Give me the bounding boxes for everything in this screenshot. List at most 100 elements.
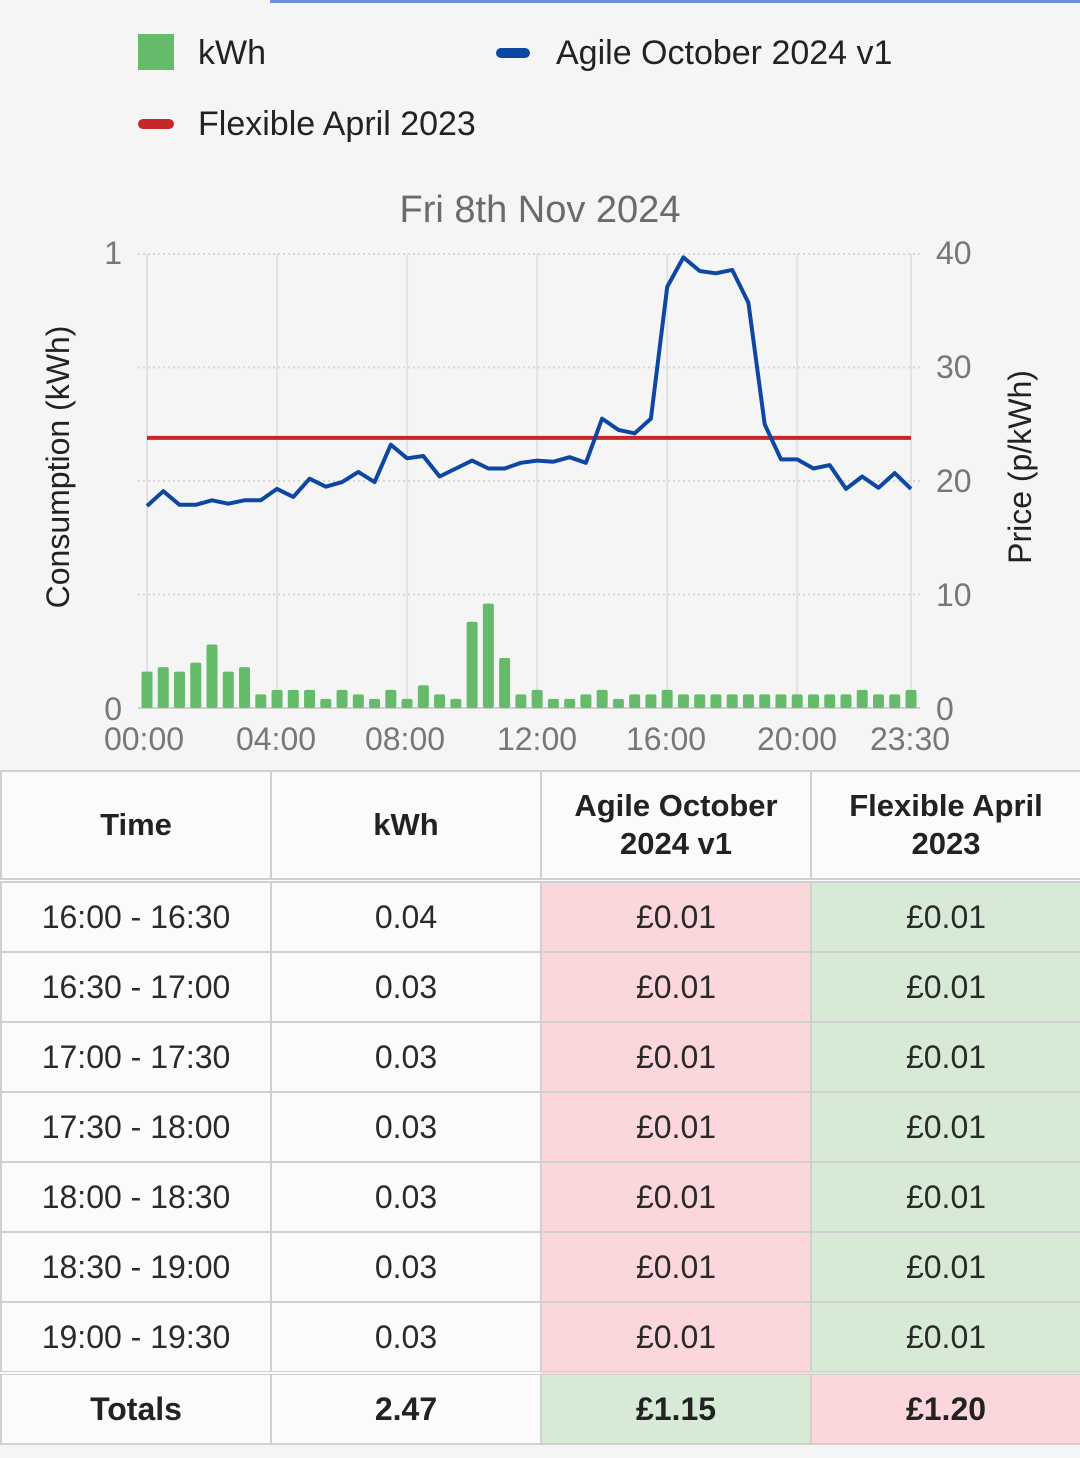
kwh-bar[interactable] — [450, 698, 462, 708]
totals-kwh: 2.47 — [270, 1371, 542, 1445]
totals-agile-cost: £1.15 — [540, 1371, 812, 1445]
header-agile[interactable]: Agile October 2024 v1 — [540, 770, 812, 883]
legend-item-agile[interactable]: Agile October 2024 v1 — [496, 34, 892, 72]
kwh-bar[interactable] — [807, 694, 819, 708]
cell-kwh: 0.03 — [270, 1091, 542, 1163]
kwh-bar[interactable] — [352, 694, 364, 708]
y-axis-left-label: Consumption (kWh) — [40, 326, 76, 609]
y-right-tick-40: 40 — [936, 235, 972, 271]
kwh-bar[interactable] — [141, 671, 153, 708]
kwh-bar[interactable] — [320, 698, 332, 708]
header-flexible-line1: Flexible April — [849, 788, 1043, 823]
kwh-bar[interactable] — [417, 685, 429, 708]
kwh-bar[interactable] — [336, 689, 348, 708]
chart-legend: kWh Agile October 2024 v1 Flexible April… — [138, 34, 892, 143]
kwh-bar[interactable] — [190, 662, 202, 708]
agile-price-line[interactable] — [145, 255, 913, 508]
kwh-bar[interactable] — [304, 689, 316, 708]
kwh-bar[interactable] — [401, 698, 413, 708]
header-kwh[interactable]: kWh — [270, 770, 542, 883]
kwh-bar[interactable] — [791, 694, 803, 708]
cell-time: 17:00 - 17:30 — [0, 1021, 272, 1093]
header-agile-line1: Agile October — [574, 788, 778, 823]
kwh-bar[interactable] — [645, 694, 657, 708]
kwh-bar[interactable] — [726, 694, 738, 708]
totals-label: Totals — [0, 1371, 272, 1445]
legend-item-kwh[interactable]: kWh — [138, 34, 266, 72]
header-flexible[interactable]: Flexible April 2023 — [810, 770, 1080, 883]
kwh-bar[interactable] — [255, 694, 267, 708]
kwh-bar[interactable] — [775, 694, 787, 708]
kwh-bar[interactable] — [385, 689, 397, 708]
table-row: 18:00 - 18:30 0.03 £0.01 £0.01 — [0, 1161, 1080, 1233]
x-tick-2000: 20:00 — [757, 721, 837, 757]
cell-agile-cost: £0.01 — [540, 879, 812, 953]
kwh-bar[interactable] — [547, 698, 559, 708]
table-header-row: Time kWh Agile October 2024 v1 Flexible … — [0, 770, 1080, 883]
y-axis-right-label: Price (p/kWh) — [1002, 370, 1038, 564]
kwh-bar[interactable] — [222, 671, 234, 708]
kwh-bar[interactable] — [742, 694, 754, 708]
kwh-bar[interactable] — [596, 689, 608, 708]
legend-label-flexible: Flexible April 2023 — [198, 105, 476, 143]
cell-agile-cost: £0.01 — [540, 1231, 812, 1303]
x-tick-0800: 08:00 — [365, 721, 445, 757]
kwh-bar[interactable] — [157, 667, 169, 708]
x-tick-0400: 04:00 — [236, 721, 316, 757]
kwh-bar[interactable] — [206, 644, 218, 708]
kwh-bar[interactable] — [677, 694, 689, 708]
cell-kwh: 0.03 — [270, 1161, 542, 1233]
kwh-bar[interactable] — [466, 621, 478, 708]
kwh-bar[interactable] — [856, 689, 868, 708]
price-lines — [145, 255, 913, 508]
kwh-bar[interactable] — [369, 698, 381, 708]
kwh-bar[interactable] — [840, 694, 852, 708]
table-row: 18:30 - 19:00 0.03 £0.01 £0.01 — [0, 1231, 1080, 1303]
cell-kwh: 0.03 — [270, 1231, 542, 1303]
cell-flexible-cost: £0.01 — [810, 879, 1080, 953]
kwh-bar[interactable] — [905, 689, 917, 708]
kwh-bar[interactable] — [872, 694, 884, 708]
y-left-tick-1: 1 — [104, 235, 122, 271]
kwh-bar[interactable] — [661, 689, 673, 708]
kwh-bar[interactable] — [239, 667, 251, 708]
kwh-bar[interactable] — [612, 698, 624, 708]
kwh-bar[interactable] — [531, 689, 543, 708]
x-axis-ticks: 00:00 04:00 08:00 12:00 16:00 20:00 23:3… — [104, 721, 950, 757]
cell-flexible-cost: £0.01 — [810, 951, 1080, 1023]
x-tick-1200: 12:00 — [497, 721, 577, 757]
kwh-bar[interactable] — [482, 603, 494, 708]
cell-kwh: 0.03 — [270, 1021, 542, 1093]
legend-swatch-kwh — [138, 34, 174, 70]
cell-flexible-cost: £0.01 — [810, 1091, 1080, 1163]
kwh-bar[interactable] — [824, 694, 836, 708]
x-tick-2330: 23:30 — [870, 721, 950, 757]
kwh-bar[interactable] — [499, 658, 511, 708]
cell-agile-cost: £0.01 — [540, 1301, 812, 1374]
kwh-bar[interactable] — [759, 694, 771, 708]
kwh-bar[interactable] — [889, 694, 901, 708]
kwh-bar[interactable] — [629, 694, 641, 708]
cell-kwh: 0.04 — [270, 879, 542, 953]
kwh-bar[interactable] — [710, 694, 722, 708]
kwh-bar[interactable] — [694, 694, 706, 708]
kwh-bar[interactable] — [515, 694, 527, 708]
y-right-tick-10: 10 — [936, 577, 972, 613]
kwh-bar[interactable] — [174, 671, 186, 708]
kwh-bar[interactable] — [271, 689, 283, 708]
legend-label-agile: Agile October 2024 v1 — [556, 34, 892, 72]
header-time[interactable]: Time — [0, 770, 272, 883]
table-row: 16:00 - 16:30 0.04 £0.01 £0.01 — [0, 879, 1080, 953]
kwh-bar[interactable] — [580, 694, 592, 708]
x-tick-0000: 00:00 — [104, 721, 184, 757]
cell-kwh: 0.03 — [270, 1301, 542, 1374]
kwh-bar[interactable] — [564, 698, 576, 708]
cell-kwh: 0.03 — [270, 951, 542, 1023]
x-tick-1600: 16:00 — [626, 721, 706, 757]
legend-item-flexible[interactable]: Flexible April 2023 — [138, 105, 476, 143]
header-flexible-line2: 2023 — [911, 826, 981, 861]
cell-time: 17:30 - 18:00 — [0, 1091, 272, 1163]
kwh-bar[interactable] — [434, 694, 446, 708]
cell-time: 18:30 - 19:00 — [0, 1231, 272, 1303]
kwh-bar[interactable] — [287, 689, 299, 708]
